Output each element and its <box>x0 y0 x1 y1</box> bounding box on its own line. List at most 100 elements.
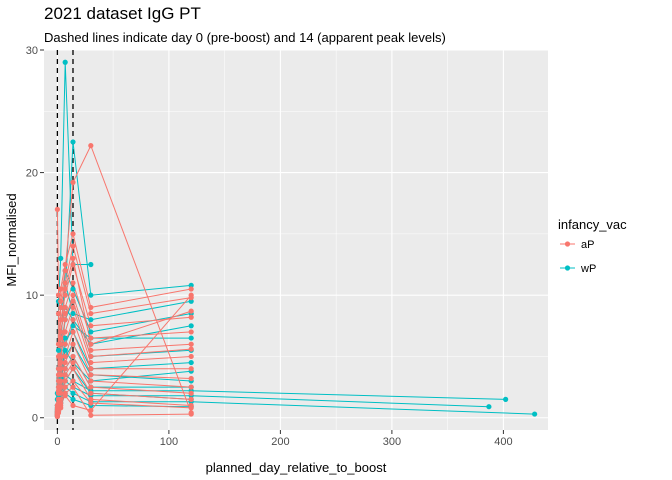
data-point-aP <box>58 396 64 402</box>
data-point-aP <box>62 393 68 399</box>
data-point-wP <box>88 261 94 268</box>
data-point-aP <box>88 384 94 390</box>
data-point-wP <box>188 323 194 329</box>
data-point-aP <box>62 359 68 366</box>
data-point-aP <box>88 396 94 402</box>
x-axis-title: planned_day_relative_to_boost <box>206 460 387 475</box>
data-point-aP <box>88 143 94 149</box>
data-point-wP <box>70 323 76 329</box>
data-point-wP <box>62 347 68 353</box>
data-point-wP <box>188 359 194 366</box>
data-point-aP <box>62 366 68 372</box>
data-point-aP <box>58 335 64 341</box>
x-tick-label: 200 <box>271 436 289 448</box>
data-point-aP <box>70 243 76 249</box>
data-point-aP <box>55 388 62 394</box>
data-point-aP <box>62 261 68 268</box>
data-point-aP <box>62 286 68 292</box>
data-point-aP <box>58 359 64 366</box>
data-point-aP <box>88 310 94 317</box>
data-point-aP <box>62 378 68 384</box>
data-point-aP <box>70 292 76 298</box>
data-point-aP <box>188 375 194 382</box>
data-point-aP <box>62 384 68 390</box>
data-point-aP <box>88 304 94 311</box>
data-point-wP <box>58 255 64 261</box>
data-point-aP <box>70 255 76 261</box>
data-point-aP <box>70 304 76 311</box>
data-point-aP <box>70 329 76 335</box>
data-point-aP <box>70 353 76 360</box>
data-point-aP <box>62 329 68 335</box>
data-point-aP <box>62 292 68 298</box>
data-point-aP <box>88 407 94 413</box>
data-point-wP <box>503 396 509 402</box>
data-point-aP <box>62 353 68 360</box>
data-point-aP <box>70 384 76 390</box>
data-point-aP <box>88 400 94 406</box>
y-tick-label: 30 <box>26 45 38 57</box>
y-tick-label: 20 <box>26 168 38 180</box>
data-point-aP <box>188 353 194 360</box>
data-point-aP <box>70 280 76 286</box>
chart-subtitle: Dashed lines indicate day 0 (pre-boost) … <box>44 30 446 45</box>
data-point-aP <box>58 378 64 384</box>
chart-title: 2021 dataset IgG PT <box>44 4 201 23</box>
data-point-aP <box>188 292 194 298</box>
y-tick-label: 0 <box>32 413 38 425</box>
data-point-aP <box>188 384 194 390</box>
data-point-aP <box>88 372 94 378</box>
data-point-wP <box>188 335 194 341</box>
data-point-wP <box>88 292 94 298</box>
data-point-aP <box>188 390 194 396</box>
data-point-aP <box>55 410 62 416</box>
data-point-wP <box>55 347 62 353</box>
data-point-aP <box>55 292 62 298</box>
data-point-aP <box>88 335 94 341</box>
legend-key-point <box>564 265 571 271</box>
x-tick-label: 400 <box>494 436 512 448</box>
data-point-wP <box>62 59 68 65</box>
data-point-aP <box>70 261 76 268</box>
data-point-aP <box>70 341 76 347</box>
data-point-aP <box>70 402 76 409</box>
data-point-wP <box>70 396 76 402</box>
data-point-aP <box>188 411 194 417</box>
data-point-wP <box>70 139 76 145</box>
data-point-wP <box>486 404 492 410</box>
data-point-wP <box>70 286 76 292</box>
legend-label-aP: aP <box>581 239 594 251</box>
data-point-aP <box>58 329 64 335</box>
y-axis-title: MFI_normalised <box>4 193 19 286</box>
data-point-wP <box>532 411 538 417</box>
series-points <box>54 59 538 420</box>
legend: infancy_vac aP wP <box>558 217 627 275</box>
data-point-aP <box>188 346 194 352</box>
data-point-wP <box>88 329 94 335</box>
x-tick-label: 100 <box>160 436 178 448</box>
data-point-aP <box>188 314 194 320</box>
minor-gridlines <box>44 50 548 430</box>
data-point-aP <box>70 317 76 323</box>
data-point-wP <box>70 310 76 317</box>
data-point-aP <box>62 280 68 286</box>
data-point-aP <box>188 366 194 372</box>
plot-panel <box>44 50 548 430</box>
data-point-aP <box>88 412 94 418</box>
data-point-aP <box>55 310 62 317</box>
data-point-wP <box>188 282 194 288</box>
data-point-wP <box>88 317 94 323</box>
data-point-aP <box>70 179 76 185</box>
data-point-wP <box>70 390 76 396</box>
data-point-aP <box>62 317 68 323</box>
data-point-aP <box>54 206 60 212</box>
data-point-aP <box>58 341 64 347</box>
x-tick-label: 0 <box>54 436 60 448</box>
data-point-aP <box>188 341 194 347</box>
data-point-aP <box>188 286 194 292</box>
data-point-aP <box>62 304 68 311</box>
data-point-aP <box>62 341 68 347</box>
data-point-aP <box>188 308 194 314</box>
legend-key-point <box>564 241 571 247</box>
data-point-aP <box>70 359 76 366</box>
